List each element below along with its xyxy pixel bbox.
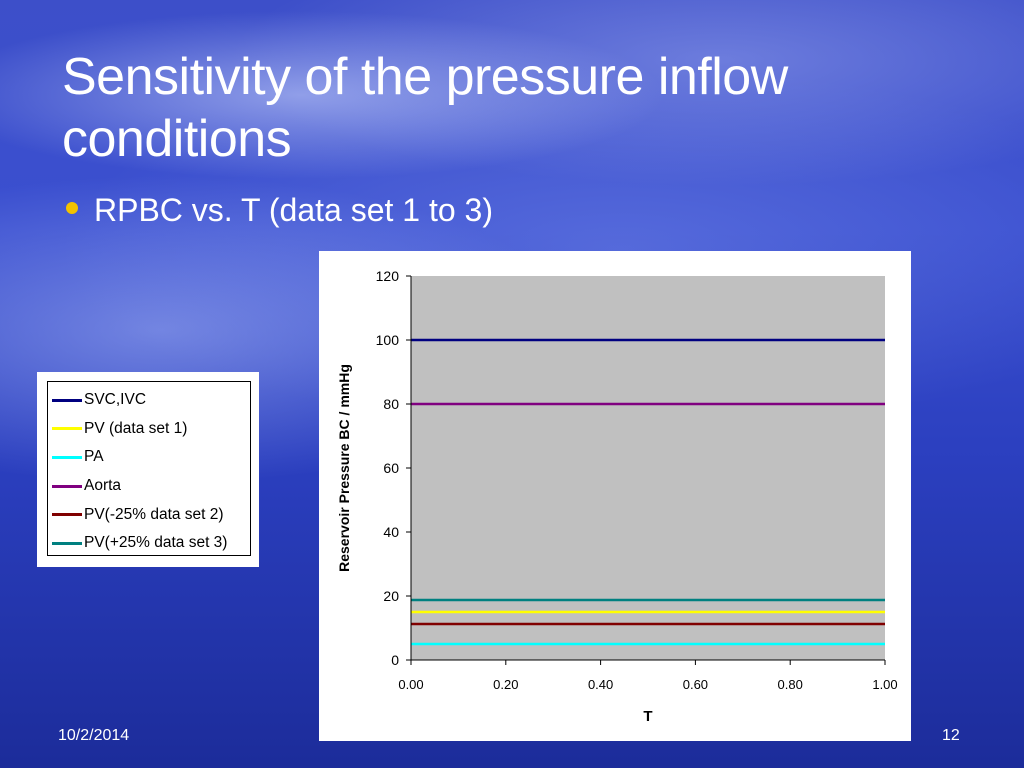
slide-title: Sensitivity of the pressure inflow condi… (62, 48, 788, 168)
y-axis-label: Reservoir Pressure BC / mmHg (336, 364, 352, 572)
chart-legend: SVC,IVC PV (data set 1) PA Aorta PV(-25% dat… (37, 372, 259, 567)
legend-label: Aorta (84, 477, 122, 495)
bullet-item: RPBC vs. T (data set 1 to 3) (66, 190, 493, 230)
x-tick-label: 0.20 (493, 677, 518, 692)
legend-item-6: PV(+25% data set 3) (52, 529, 250, 558)
chart-area: 0 20 40 60 80 100 120 0.00 0.20 0.40 0.60 0.80 1.00 T… (319, 251, 911, 741)
legend-swatch (52, 427, 82, 431)
legend-item-2: PV (data set 1) (52, 415, 250, 444)
plot-area (411, 276, 885, 660)
x-tick-label: 0.80 (778, 677, 803, 692)
bullet-text: RPBC vs. T (data set 1 to 3) (94, 192, 493, 228)
page-number: 12 (942, 727, 960, 744)
bullet-dot-icon (66, 202, 78, 214)
x-tick-label: 1.00 (872, 677, 897, 692)
legend-swatch (52, 455, 82, 459)
legend-label: PV(-25% data set 2) (84, 505, 224, 523)
x-tick-label: 0.00 (398, 677, 423, 692)
legend-swatch (52, 541, 82, 545)
y-tick-label: 100 (376, 332, 400, 348)
legend-swatch (52, 484, 82, 488)
legend-item-4: Aorta (52, 472, 250, 501)
line-chart: 0 20 40 60 80 100 120 0.00 0.20 0.40 0.60 0.80 1.00 T… (336, 268, 898, 725)
legend-item-5: PV(-25% data set 2) (52, 500, 250, 529)
y-tick-label: 80 (383, 396, 399, 412)
legend-item-1: SVC,IVC (52, 386, 250, 415)
legend-label: SVC,IVC (84, 391, 147, 409)
x-tick-label: 0.60 (683, 677, 708, 692)
y-tick-label: 60 (383, 460, 399, 476)
legend-label: PV (data set 1) (84, 419, 188, 437)
legend-frame: SVC,IVC PV (data set 1) PA Aorta PV(-25% dat… (47, 381, 251, 556)
y-tick-label: 120 (376, 268, 400, 284)
x-axis-label: T (643, 708, 652, 725)
legend-label: PA (84, 448, 104, 466)
y-tick-label: 40 (383, 524, 399, 540)
legend-swatch (52, 513, 82, 517)
x-tick-label: 0.40 (588, 677, 613, 692)
legend-swatch (52, 398, 82, 402)
legend-item-3: PA (52, 443, 250, 472)
legend-label: PV(+25% data set 3) (84, 534, 228, 552)
y-tick-label: 0 (391, 652, 399, 668)
y-tick-label: 20 (383, 588, 399, 604)
footer-date: 10/2/2014 (58, 727, 130, 744)
